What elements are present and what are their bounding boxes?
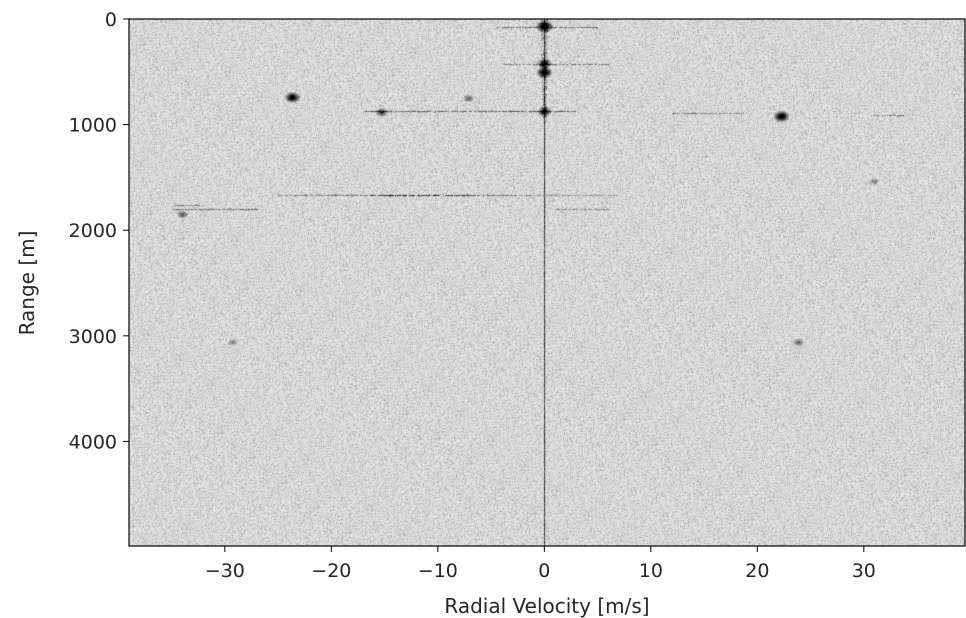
x-tick-label: −20: [311, 560, 351, 582]
heatmap-image: [129, 19, 965, 546]
y-tick-label: 4000: [69, 431, 117, 453]
x-tick-label: 0: [538, 560, 550, 582]
y-axis-label: Range [m]: [15, 231, 39, 336]
x-tick-label: 20: [745, 560, 769, 582]
x-tick-label: 10: [639, 560, 663, 582]
plot-area: [128, 18, 966, 547]
y-tick-label: 3000: [69, 326, 117, 348]
x-tick-label: 30: [852, 560, 876, 582]
y-tick-label: 2000: [69, 220, 117, 242]
x-axis-label: Radial Velocity [m/s]: [444, 594, 649, 618]
y-tick-label: 1000: [69, 115, 117, 137]
y-axis: 0 1000 2000 3000 4000: [69, 9, 129, 453]
x-tick-label: −30: [205, 560, 245, 582]
x-tick-label: −10: [418, 560, 458, 582]
plot-frame: [128, 18, 966, 547]
y-tick-label: 0: [105, 9, 117, 31]
x-axis: −30 −20 −10 0 10 20 30: [205, 546, 876, 582]
